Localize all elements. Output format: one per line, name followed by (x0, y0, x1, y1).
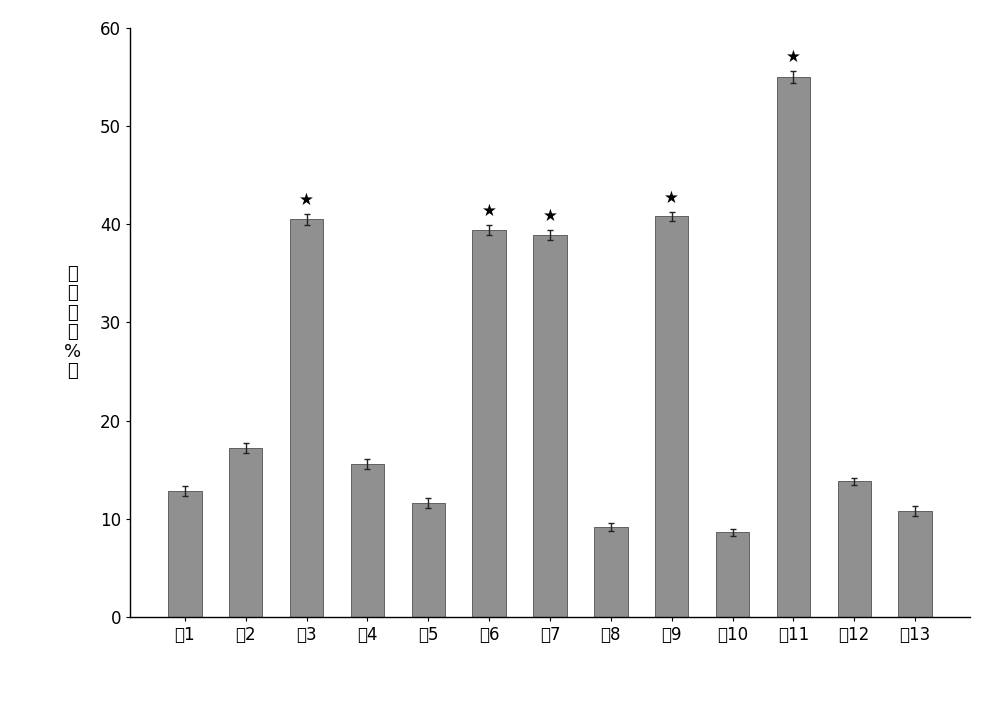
Text: ★: ★ (482, 203, 497, 220)
Bar (838, 482, 871, 617)
Bar (229, 448, 262, 617)
Bar (898, 511, 932, 617)
Bar (655, 217, 688, 617)
Text: ★: ★ (786, 48, 801, 67)
Text: ★: ★ (299, 191, 314, 209)
Y-axis label: 抑
制
率
（
%
）: 抑 制 率 （ % ） (64, 265, 81, 380)
Bar (594, 526, 628, 617)
Bar (412, 503, 445, 617)
Text: ★: ★ (543, 207, 557, 225)
Bar (168, 491, 202, 617)
Text: ★: ★ (664, 189, 679, 207)
Bar (533, 235, 567, 617)
Bar (351, 464, 384, 617)
Bar (716, 533, 749, 617)
Bar (290, 219, 323, 617)
Bar (472, 230, 506, 617)
Bar (777, 77, 810, 617)
